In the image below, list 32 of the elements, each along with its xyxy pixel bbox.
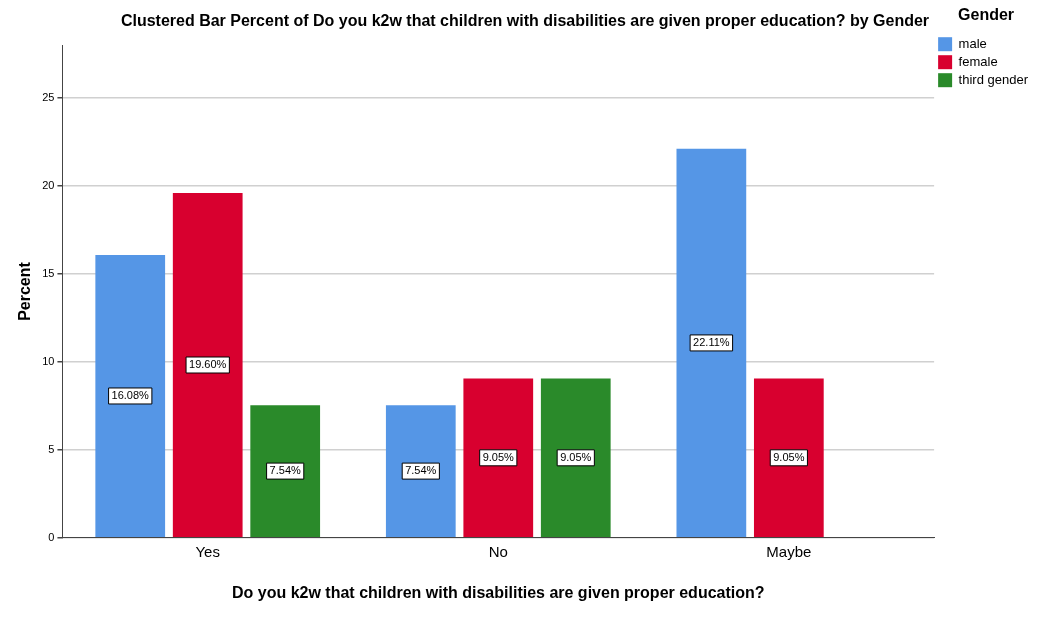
legend-title: Gender	[958, 6, 1015, 24]
y-tick-label: 20	[42, 178, 55, 191]
bar	[250, 405, 321, 538]
data-label: 16.08%	[111, 389, 150, 402]
bar	[676, 148, 747, 538]
y-axis-title: Percent	[16, 261, 34, 321]
bar	[172, 192, 243, 538]
data-label: 9.05%	[560, 450, 592, 463]
bar	[753, 378, 824, 538]
chart-title: Clustered Bar Percent of Do you k2w that children with disabilities are given proper education? by Gender	[120, 12, 930, 30]
bar	[463, 378, 534, 538]
data-label: 7.54%	[405, 464, 437, 477]
data-label: 22.11%	[693, 335, 730, 348]
data-label: 19.60%	[189, 358, 227, 371]
bar	[385, 405, 456, 538]
legend-label: third gender	[958, 71, 1029, 87]
x-tick-label: Maybe	[766, 542, 812, 560]
y-tick-label: 10	[42, 354, 55, 367]
y-tick-label: 15	[42, 266, 55, 279]
x-tick-label: Yes	[195, 542, 220, 560]
y-tick-label: 25	[42, 91, 55, 104]
y-tick-label: 0	[48, 530, 55, 543]
data-label: 9.05%	[482, 450, 515, 463]
x-tick-label: No	[488, 542, 508, 560]
bar	[540, 378, 611, 538]
data-label: 9.05%	[773, 450, 805, 463]
data-label: 7.54%	[269, 464, 302, 477]
x-axis-title: Do you k2w that children with disabilities are given proper education?	[232, 583, 765, 601]
legend-label: male	[958, 35, 987, 51]
legend-label: female	[958, 53, 998, 69]
y-tick-label: 5	[48, 442, 55, 455]
bar	[95, 254, 166, 538]
